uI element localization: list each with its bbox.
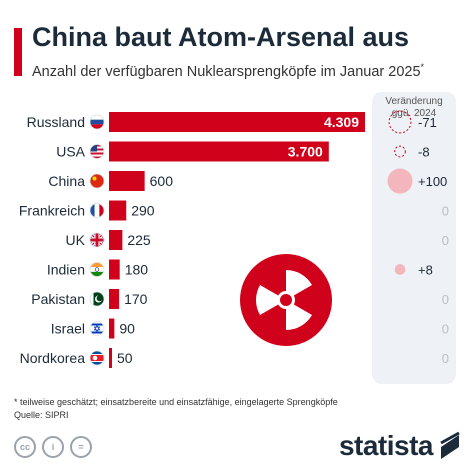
category-label: Pakistan (31, 291, 85, 307)
bar-row: Nordkorea 50 0 (20, 348, 449, 368)
change-label: 0 (442, 204, 449, 219)
value-label: 600 (150, 173, 174, 189)
change-label: 0 (442, 351, 449, 366)
bar-row: Israel 90 0 (51, 318, 449, 339)
source: Quelle: SIPRI (14, 410, 69, 420)
statista-logo[interactable]: statista (339, 430, 461, 462)
category-label: Israel (51, 321, 85, 337)
israel-flag-icon (89, 321, 105, 336)
bar (109, 112, 365, 132)
footnote: * teilweise geschätzt; einsatzbereite un… (14, 397, 338, 407)
change-label: 0 (442, 233, 449, 248)
change-bubble-negative (394, 145, 406, 158)
change-label: 0 (442, 292, 449, 307)
change-bubble-positive (387, 168, 413, 194)
equals-icon[interactable]: = (70, 436, 92, 458)
bar (109, 171, 145, 191)
change-label: -8 (418, 145, 430, 160)
uk-flag-icon (89, 232, 105, 248)
cc-icon[interactable]: cc (14, 436, 36, 458)
subtitle-text: Anzahl der verfügbaren Nuklearsprengköpf… (32, 63, 421, 80)
bar-row: China 600 +100 (48, 168, 447, 194)
value-label: 290 (131, 203, 155, 219)
page-title: China baut Atom-Arsenal aus (32, 22, 410, 52)
change-bubble-positive (394, 264, 406, 275)
change-bubble-negative (388, 110, 412, 134)
value-label: 225 (127, 232, 151, 248)
category-label: Russland (27, 114, 85, 130)
person-icon[interactable]: i (42, 436, 64, 458)
title-accent-bar (14, 28, 22, 76)
change-label: +100 (418, 174, 447, 189)
bar-chart: Russland 4.309 -71 USA 3.700 -8 China 600 +100 Fr… (19, 110, 449, 368)
china-flag-icon (89, 173, 105, 189)
bar (109, 259, 120, 280)
change-label: 0 (442, 322, 449, 337)
bar (109, 141, 329, 162)
subtitle-footnote-mark: * (420, 62, 425, 72)
value-label: 4.309 (324, 114, 359, 130)
bar (109, 348, 112, 368)
bar-row: UK 225 0 (66, 230, 449, 250)
change-label: +8 (418, 263, 433, 278)
change-panel (372, 92, 456, 384)
value-label: 3.700 (288, 144, 323, 160)
india-flag-icon (89, 262, 105, 277)
value-label: 90 (119, 321, 135, 337)
page-subtitle: Anzahl der verfügbaren Nuklearsprengköpf… (32, 62, 424, 80)
category-label: Frankreich (19, 203, 85, 219)
bar-row: Indien 180 +8 (47, 259, 433, 280)
russia-flag-icon (89, 114, 105, 130)
pakistan-flag-icon (89, 291, 105, 307)
statista-logo-icon (440, 431, 460, 459)
bar (109, 318, 115, 339)
license-icons: cc i = (14, 436, 92, 458)
usa-flag-icon (89, 144, 105, 159)
category-label: Indien (47, 262, 85, 278)
change-header-line2: ggü. 2024 (391, 108, 437, 119)
france-flag-icon (89, 203, 105, 218)
category-label: UK (66, 232, 86, 248)
change-label: -71 (418, 115, 437, 130)
category-label: Nordkorea (20, 350, 86, 366)
value-label: 170 (124, 291, 148, 307)
change-header-line1: Veränderung (385, 96, 443, 107)
bar-row: USA 3.700 -8 (56, 141, 430, 162)
category-label: China (48, 173, 85, 189)
bar-row: Pakistan 170 0 (31, 289, 449, 309)
north-korea-flag-icon (89, 350, 105, 366)
category-label: USA (56, 144, 85, 160)
bar (109, 230, 123, 250)
bar-row: Russland 4.309 -71 (27, 110, 437, 134)
change-header: Veränderung ggü. 2024 (372, 96, 456, 120)
brand-name: statista (338, 430, 434, 461)
value-label: 50 (117, 350, 133, 366)
radiation-icon (240, 254, 332, 346)
bar (109, 200, 127, 221)
value-label: 180 (125, 262, 149, 278)
bar-row: Frankreich 290 0 (19, 200, 449, 221)
bar (109, 289, 120, 309)
